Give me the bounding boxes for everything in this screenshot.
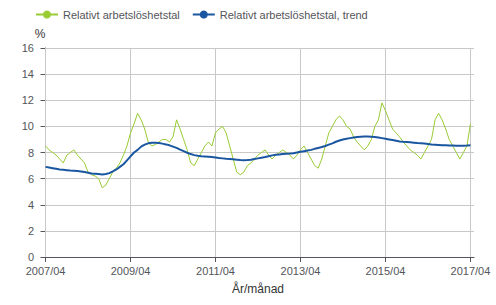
- svg-text:2009/04: 2009/04: [111, 265, 151, 277]
- svg-text:Relativt arbetslöshetstal: Relativt arbetslöshetstal: [63, 9, 180, 21]
- svg-text:4: 4: [28, 199, 34, 211]
- svg-text:6: 6: [28, 173, 34, 185]
- svg-text:2017/04: 2017/04: [451, 265, 491, 277]
- svg-text:2015/04: 2015/04: [366, 265, 406, 277]
- svg-text:12: 12: [22, 94, 34, 106]
- svg-text:16: 16: [22, 42, 34, 54]
- svg-text:Relativt arbetslöshetstal, tre: Relativt arbetslöshetstal, trend: [220, 9, 368, 21]
- svg-text:0: 0: [28, 251, 34, 263]
- svg-text:14: 14: [22, 68, 34, 80]
- svg-text:2: 2: [28, 225, 34, 237]
- svg-text:År/månad: År/månad: [232, 281, 284, 296]
- svg-text:2007/04: 2007/04: [26, 265, 66, 277]
- svg-text:10: 10: [22, 120, 34, 132]
- svg-text:8: 8: [28, 147, 34, 159]
- svg-text:2013/04: 2013/04: [281, 265, 321, 277]
- svg-text:2011/04: 2011/04: [196, 265, 235, 277]
- svg-text:%: %: [35, 27, 46, 41]
